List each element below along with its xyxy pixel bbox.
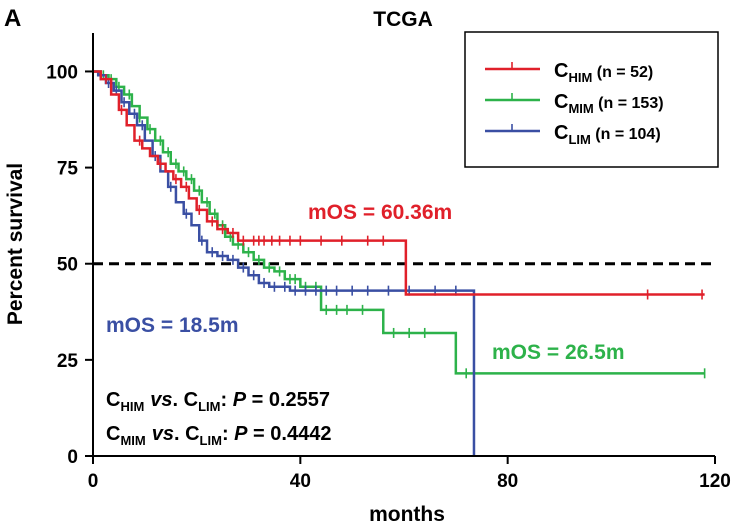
- panel-label: A: [4, 5, 21, 32]
- y-tick-label-100: 100: [46, 62, 78, 83]
- legend-label-him: CHIM (n = 52): [554, 60, 653, 85]
- y-tick-label-75: 75: [57, 159, 79, 180]
- stats-block: CHIM vs. CLIM: P = 0.2557 CMIM vs. CLIM: P…: [106, 389, 331, 448]
- legend-row-lim: CLIM (n = 104): [485, 122, 661, 147]
- curve-lim: [93, 70, 476, 456]
- y-tick-label-25: 25: [57, 351, 79, 372]
- y-tick-label-50: 50: [57, 255, 78, 276]
- axes: 0 25 50 75 100 0 40 80 120: [46, 33, 731, 492]
- x-axis-label: months: [369, 503, 445, 526]
- curve-him: [93, 70, 705, 296]
- stat-line-him-vs-lim: CHIM vs. CLIM: P = 0.2557: [106, 389, 330, 414]
- x-tick-label-120: 120: [699, 471, 731, 492]
- y-tick-label-0: 0: [67, 447, 78, 468]
- legend-label-lim: CLIM (n = 104): [554, 122, 661, 147]
- legend-row-him: CHIM (n = 52): [485, 60, 653, 85]
- curve-mim: [93, 70, 705, 375]
- legend: CHIM (n = 52) CMIM (n = 153) CLIM (n = 104…: [464, 31, 719, 168]
- x-tick-label-80: 80: [497, 471, 518, 492]
- lim-median-annotation: mOS = 18.5m: [106, 314, 239, 337]
- series-him: [93, 70, 705, 300]
- x-tick-label-40: 40: [290, 471, 311, 492]
- x-tick-label-0: 0: [88, 471, 99, 492]
- series-mim: [93, 70, 706, 379]
- mim-median-annotation: mOS = 26.5m: [492, 341, 625, 364]
- legend-label-mim: CMIM (n = 153): [554, 91, 664, 116]
- chart-title: TCGA: [373, 8, 433, 31]
- legend-row-mim: CMIM (n = 153): [485, 91, 664, 116]
- y-axis-label: Percent survival: [4, 163, 27, 325]
- stat-line-mim-vs-lim: CMIM vs. CLIM: P = 0.4442: [106, 423, 331, 448]
- him-median-annotation: mOS = 60.36m: [308, 201, 452, 224]
- plot-area: [93, 70, 715, 456]
